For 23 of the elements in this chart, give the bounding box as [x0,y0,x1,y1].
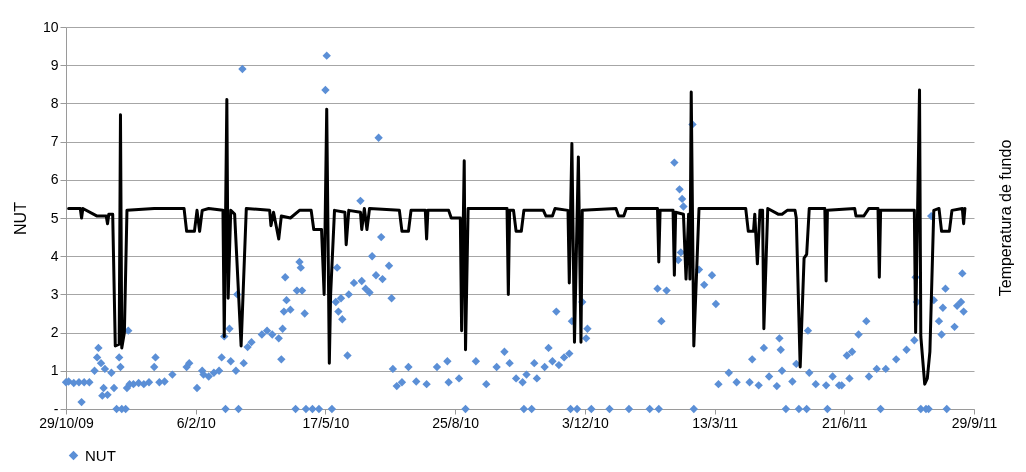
x-tick-label: 13/3/11 [692,414,739,431]
y2-axis-title: Temperatura de fundo [997,139,1014,297]
y-tick-label: 4 [50,247,59,264]
x-tick-label: 6/2/10 [176,414,216,431]
y-tick-label: 3 [50,285,59,302]
x-tick-label: 3/12/10 [562,414,609,431]
x-tick-label: 29/9/11 [951,414,998,431]
x-tick-label: 17/5/10 [302,414,350,431]
line-series [67,88,967,386]
y-axis-title: NUT [11,201,29,235]
y-tick-label: 9 [50,56,59,73]
y-tick-label: - [53,400,59,417]
y-tick-label: 7 [50,133,59,150]
y-tick-label: 1 [50,362,59,379]
x-tick-label: 29/10/09 [39,414,94,431]
legend-label: NUT [85,446,116,464]
y-tick-label: 10 [42,18,59,35]
y-tick-label: 5 [50,209,59,226]
y-tick-label: 8 [50,94,59,111]
y-tick-label: 6 [50,171,59,188]
x-tick-label: 21/6/11 [821,414,868,431]
y-tick-label: 2 [50,324,59,341]
x-tick-label: 25/8/10 [432,414,480,431]
